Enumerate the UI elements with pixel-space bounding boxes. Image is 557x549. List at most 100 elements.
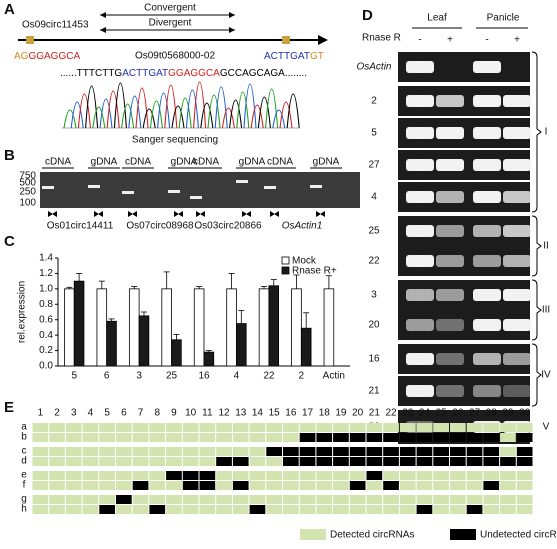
arrow-head bbox=[318, 35, 328, 45]
x-tick-label: 5 bbox=[71, 371, 77, 382]
cell bbox=[132, 433, 149, 442]
gel-band bbox=[473, 289, 501, 301]
bar bbox=[291, 288, 302, 367]
column-number: 1 bbox=[38, 408, 44, 419]
gel-band bbox=[473, 255, 501, 267]
cell bbox=[266, 447, 282, 456]
lane-label: cDNA bbox=[267, 157, 293, 168]
row-label: 27 bbox=[368, 160, 380, 171]
gene-name: Os09circ11453 bbox=[22, 20, 89, 31]
cell bbox=[216, 447, 232, 456]
size-marker: 750 bbox=[19, 171, 36, 182]
cell bbox=[516, 423, 533, 432]
cell bbox=[399, 505, 416, 514]
cell bbox=[516, 481, 533, 490]
trace-peak bbox=[207, 94, 221, 129]
cell bbox=[182, 457, 199, 466]
gel-band bbox=[436, 353, 464, 365]
gel-band bbox=[436, 319, 464, 331]
cell bbox=[132, 495, 149, 504]
x-tick-label: 22 bbox=[263, 371, 275, 382]
row-label: 22 bbox=[368, 256, 380, 267]
cell bbox=[249, 423, 266, 432]
band bbox=[236, 180, 248, 183]
sign: + bbox=[447, 35, 453, 46]
gel-band bbox=[473, 353, 501, 365]
gel-band bbox=[473, 95, 501, 107]
cell bbox=[283, 505, 299, 514]
column-number: 2 bbox=[54, 408, 60, 419]
cell bbox=[232, 471, 249, 480]
cell bbox=[433, 505, 449, 514]
cell bbox=[383, 433, 399, 442]
row-label: 2 bbox=[371, 96, 377, 107]
cell bbox=[383, 505, 399, 514]
cell bbox=[483, 423, 500, 432]
cell bbox=[82, 495, 99, 504]
cell bbox=[132, 457, 149, 466]
cell bbox=[266, 433, 282, 442]
gel-band bbox=[436, 127, 464, 139]
cell bbox=[383, 423, 399, 432]
cell bbox=[182, 505, 199, 514]
cell bbox=[299, 433, 316, 442]
row-label: h bbox=[21, 504, 27, 515]
cell bbox=[182, 481, 199, 490]
cell bbox=[32, 505, 49, 514]
bar bbox=[171, 339, 182, 367]
column-number: 29 bbox=[502, 408, 514, 419]
gel-band bbox=[406, 353, 434, 365]
cell bbox=[316, 457, 333, 466]
cell bbox=[299, 457, 316, 466]
cell bbox=[333, 423, 349, 432]
cell bbox=[500, 481, 516, 490]
column-number: 11 bbox=[202, 408, 213, 419]
cell bbox=[249, 505, 266, 514]
cell bbox=[316, 471, 333, 480]
cell bbox=[99, 471, 115, 480]
x-tick-label: 25 bbox=[166, 371, 178, 382]
legend-swatch bbox=[450, 529, 476, 540]
cell bbox=[249, 457, 266, 466]
size-marker: 500 bbox=[19, 178, 36, 189]
gel-band bbox=[503, 127, 531, 139]
cell bbox=[166, 423, 182, 432]
cell bbox=[500, 447, 516, 456]
cell bbox=[366, 433, 383, 442]
gene-label: Os03circ20866 bbox=[194, 221, 262, 232]
trace-peak bbox=[243, 83, 257, 129]
lane-label: cDNA bbox=[125, 157, 151, 168]
band bbox=[122, 191, 134, 194]
cell bbox=[82, 505, 99, 514]
y-tick-label: 0.0 bbox=[39, 361, 53, 372]
gene-label: Os01circ14411 bbox=[47, 221, 114, 232]
sign: + bbox=[514, 35, 520, 46]
size-marker: 100 bbox=[19, 198, 36, 209]
caption: Sanger sequencing bbox=[132, 135, 218, 146]
cell bbox=[299, 495, 316, 504]
cell bbox=[82, 433, 99, 442]
gel-band bbox=[473, 319, 501, 331]
cell bbox=[383, 481, 399, 490]
cell bbox=[32, 471, 49, 480]
column-number: 5 bbox=[104, 408, 110, 419]
trace-peak bbox=[149, 100, 163, 129]
bar bbox=[226, 288, 237, 367]
cell bbox=[366, 457, 383, 466]
cell bbox=[483, 505, 500, 514]
cell bbox=[366, 471, 383, 480]
trace-peak bbox=[63, 109, 77, 129]
cell bbox=[383, 471, 399, 480]
cell bbox=[466, 495, 483, 504]
cell bbox=[65, 495, 82, 504]
cell bbox=[182, 447, 199, 456]
divergent-label: Divergent bbox=[149, 18, 192, 29]
cell bbox=[49, 481, 65, 490]
y-tick-label: 0.8 bbox=[39, 299, 53, 310]
legend-label: Mock bbox=[292, 256, 317, 267]
gel-band bbox=[473, 385, 501, 397]
cell bbox=[299, 471, 316, 480]
cell bbox=[166, 495, 182, 504]
cell bbox=[232, 423, 249, 432]
cell bbox=[416, 447, 433, 456]
